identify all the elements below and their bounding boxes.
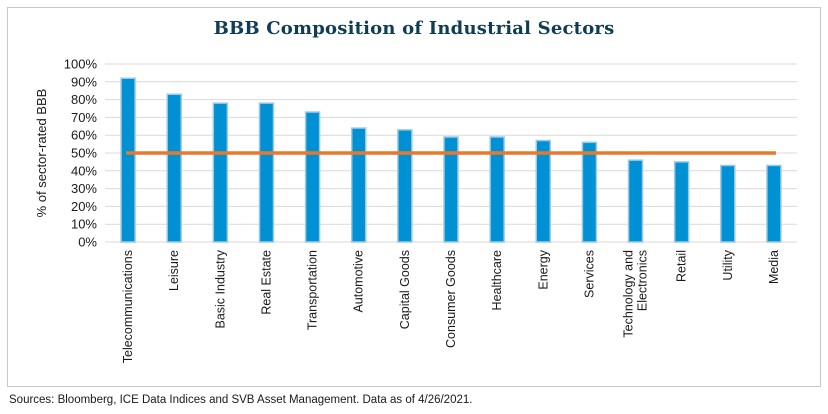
bar	[397, 129, 413, 243]
y-tick-label: 70%	[71, 110, 97, 125]
x-tick-label: Basic Industry	[213, 249, 227, 328]
x-tick-label: Technology and	[622, 250, 636, 338]
bar	[304, 111, 321, 243]
x-tick-label: Retail	[675, 250, 689, 282]
y-axis-label: % of sector-rated BBB	[34, 89, 49, 218]
y-tick-label: 80%	[71, 92, 97, 107]
x-tick-label: Telecommunications	[121, 250, 135, 363]
x-tick-label: Consumer Goods	[444, 250, 458, 348]
x-tick-label: Real Estate	[259, 250, 273, 315]
x-tick-label: Electronics	[636, 250, 650, 311]
x-tick-label: Transportation	[306, 250, 320, 330]
bar	[535, 139, 552, 243]
y-tick-label: 40%	[71, 163, 97, 178]
y-tick-label: 100%	[64, 57, 98, 72]
x-tick-label: Capital Goods	[398, 250, 412, 329]
x-tick-label: Services	[582, 250, 596, 298]
chart-title: BBB Composition of Industrial Sectors	[213, 18, 615, 39]
bar-chart: 0% 10% 20% 30% 40% 50% 60% 70% 80% 90% 100% % of se…	[34, 57, 797, 363]
y-tick-label: 20%	[71, 199, 97, 214]
x-tick-label: Utility	[721, 249, 735, 280]
x-tick-label: Healthcare	[490, 250, 504, 310]
y-tick-label: 0%	[78, 235, 97, 250]
bar	[350, 127, 367, 243]
y-tick-label: 30%	[71, 181, 97, 196]
bar	[673, 161, 690, 243]
bar	[212, 102, 229, 243]
bar	[581, 141, 598, 243]
x-tick-label: Energy	[536, 249, 550, 289]
bar	[120, 77, 136, 243]
y-tick-label: 60%	[71, 128, 97, 143]
bar	[489, 136, 505, 243]
bar	[627, 159, 644, 243]
bar	[258, 102, 275, 243]
bar	[766, 164, 782, 243]
x-tick-label: Automotive	[352, 250, 366, 313]
bar	[166, 93, 182, 243]
y-tick-label: 90%	[71, 74, 97, 89]
bar	[443, 136, 459, 243]
x-tick-label: Leisure	[167, 250, 181, 291]
source-note: Sources: Bloomberg, ICE Data Indices and…	[9, 394, 473, 406]
y-tick-label: 50%	[71, 146, 97, 161]
bar	[720, 164, 736, 243]
y-tick-label: 10%	[71, 217, 97, 232]
x-tick-label: Media	[767, 250, 781, 284]
